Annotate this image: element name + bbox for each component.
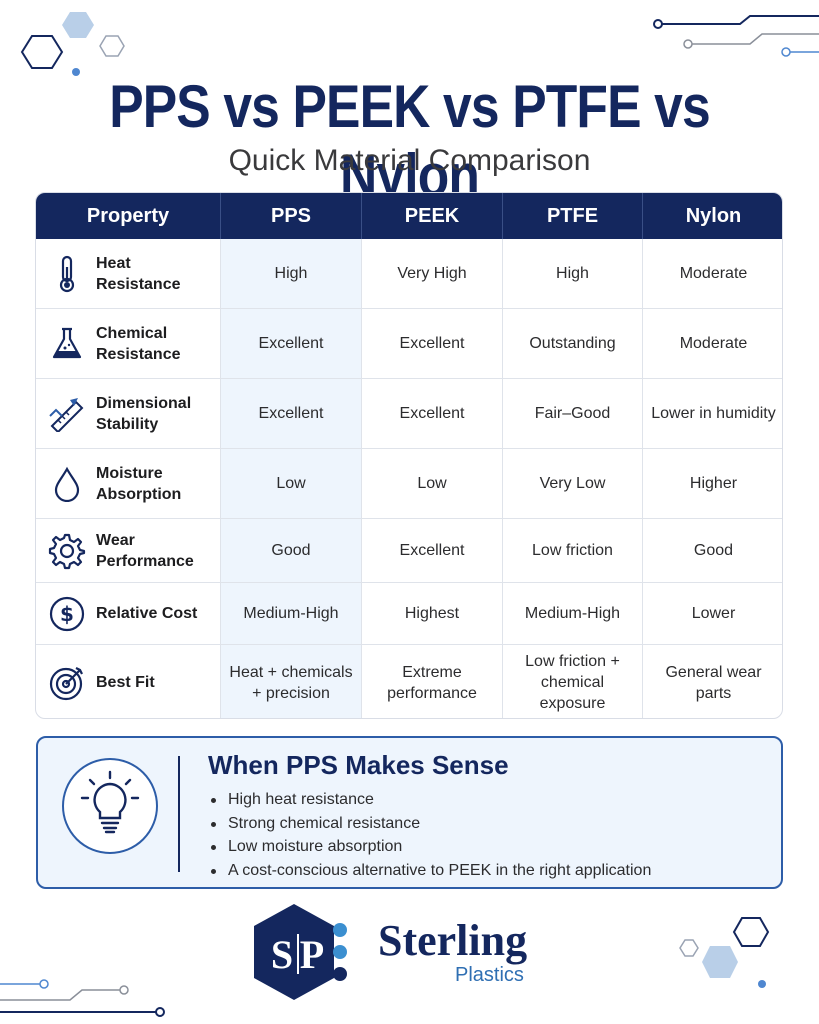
value-cell-ptfe: High xyxy=(503,239,643,308)
sterling-plastics-logo-icon: S P xyxy=(254,904,347,1000)
table-body: Heat Resistance High Very High High Mode… xyxy=(36,239,782,718)
value-cell-peek: Low xyxy=(362,449,503,518)
property-cell: $ Relative Cost xyxy=(36,583,221,644)
property-label: Relative Cost xyxy=(96,605,198,622)
value-cell-pps: Excellent xyxy=(221,379,362,448)
callout-title: When PPS Makes Sense xyxy=(208,750,509,780)
value-cell-nylon: Moderate xyxy=(679,335,748,352)
list-item: A cost-conscious alternative to PEEK in … xyxy=(208,859,651,883)
list-item: High heat resistance xyxy=(208,788,651,812)
value-cell-peek: Excellent xyxy=(362,519,503,582)
property-label: Heat Resistance xyxy=(96,254,181,293)
column-header-property: Property xyxy=(36,193,221,239)
page-title: PPS vs PEEK vs PTFE vs Nylon xyxy=(109,73,710,209)
value-cell-pps: Medium-High xyxy=(221,583,362,644)
callout-bullet-list: High heat resistance Strong chemical res… xyxy=(208,788,651,882)
property-label: Moisture Absorption xyxy=(96,464,182,503)
table-row: Heat Resistance High Very High High Mode… xyxy=(36,239,782,308)
property-label: Dimensional Stability xyxy=(96,394,192,433)
column-header-peek: PEEK xyxy=(362,193,503,239)
target-icon xyxy=(48,664,86,702)
circuit-decoration-bottom-left xyxy=(0,979,165,1017)
brand-name: Sterling xyxy=(378,916,528,965)
value-cell-pps: Low xyxy=(221,449,362,518)
value-cell-nylon: Moderate xyxy=(679,265,748,282)
callout-divider xyxy=(178,756,180,872)
hexagon-decoration-bottom-right xyxy=(679,917,770,988)
value-cell-nylon: Lower xyxy=(691,605,736,622)
column-header-pps: PPS xyxy=(221,193,362,239)
property-cell: Wear Performance xyxy=(36,519,221,582)
value-cell-nylon: Lower in humidity xyxy=(651,405,776,422)
value-cell-ptfe: Fair–Good xyxy=(503,379,643,448)
column-header-nylon: Nylon xyxy=(685,204,742,227)
page-subtitle: Quick Material Comparison xyxy=(228,144,591,177)
value-cell-pps: Excellent xyxy=(221,309,362,378)
value-cell-ptfe: Low friction + chemical exposure xyxy=(503,645,643,718)
gear-icon xyxy=(48,532,86,570)
table-row: Moisture Absorption Low Low Very Low Hig… xyxy=(36,448,782,518)
value-cell-pps: Heat + chemicals + precision xyxy=(221,645,362,718)
table-row: Best Fit Heat + chemicals + precision Ex… xyxy=(36,644,782,718)
flask-icon xyxy=(48,325,86,363)
svg-text:$: $ xyxy=(60,602,74,626)
circuit-decoration-top-right xyxy=(653,15,819,57)
property-cell: Chemical Resistance xyxy=(36,309,221,378)
thermometer-icon xyxy=(48,255,86,293)
value-cell-pps: High xyxy=(221,239,362,308)
property-cell: Moisture Absorption xyxy=(36,449,221,518)
value-cell-peek: Excellent xyxy=(362,379,503,448)
value-cell-peek: Very High xyxy=(362,239,503,308)
value-cell-nylon: Good xyxy=(693,542,734,559)
property-cell: Heat Resistance xyxy=(36,239,221,308)
property-label: Wear Performance xyxy=(96,531,194,570)
svg-text:P: P xyxy=(300,932,324,977)
value-cell-ptfe: Medium-High xyxy=(503,583,643,644)
table-row: $ Relative Cost Medium-High Highest Medi… xyxy=(36,582,782,644)
svg-text:S: S xyxy=(271,932,293,977)
value-cell-peek: Highest xyxy=(362,583,503,644)
comparison-table: Property PPS PEEK PTFE Nylon Heat Resist… xyxy=(35,192,783,719)
water-drop-icon xyxy=(48,465,86,503)
value-cell-peek: Extreme performance xyxy=(362,645,503,718)
value-cell-ptfe: Very Low xyxy=(503,449,643,518)
column-header-ptfe: PTFE xyxy=(503,193,643,239)
caliper-icon xyxy=(48,395,86,433)
list-item: Low moisture absorption xyxy=(208,835,651,859)
property-label: Best Fit xyxy=(96,674,155,691)
dollar-icon: $ xyxy=(48,595,86,633)
lightbulb-icon xyxy=(62,758,158,854)
value-cell-nylon: General wear parts xyxy=(665,663,762,702)
pps-callout-box: When PPS Makes Sense High heat resistanc… xyxy=(36,736,783,889)
value-cell-ptfe: Low friction xyxy=(503,519,643,582)
table-header: Property PPS PEEK PTFE Nylon xyxy=(36,193,782,239)
table-row: Chemical Resistance Excellent Excellent … xyxy=(36,308,782,378)
property-cell: Dimensional Stability xyxy=(36,379,221,448)
hexagon-decoration-top-left xyxy=(20,12,125,76)
value-cell-peek: Excellent xyxy=(362,309,503,378)
property-label: Chemical Resistance xyxy=(96,324,181,363)
value-cell-nylon: Higher xyxy=(689,475,738,492)
list-item: Strong chemical resistance xyxy=(208,812,651,836)
value-cell-pps: Good xyxy=(221,519,362,582)
table-row: Dimensional Stability Excellent Excellen… xyxy=(36,378,782,448)
brand-subname: Plastics xyxy=(455,964,524,986)
property-cell: Best Fit xyxy=(36,645,221,718)
value-cell-ptfe: Outstanding xyxy=(503,309,643,378)
table-row: Wear Performance Good Excellent Low fric… xyxy=(36,518,782,582)
